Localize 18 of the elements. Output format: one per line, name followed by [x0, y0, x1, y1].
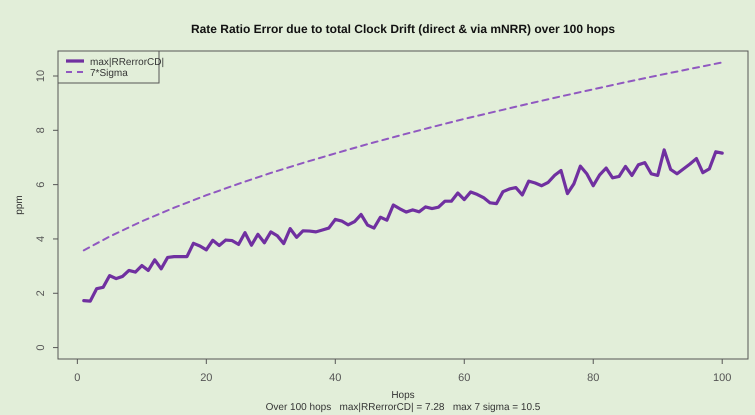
y-tick-label: 4 [35, 236, 47, 242]
legend-label: 7*Sigma [90, 68, 128, 79]
y-tick-label: 2 [35, 290, 47, 296]
x-tick-label: 100 [713, 372, 732, 384]
x-tick-label: 20 [200, 372, 212, 384]
x-tick-label: 80 [587, 372, 600, 384]
y-tick-label: 6 [35, 182, 47, 188]
text: Over 100 hops max|RRerrorCD| = 7.28 max 7 sigma = 10.5 [266, 402, 541, 413]
y-tick-label: 10 [35, 70, 47, 82]
x-tick-label: 60 [458, 372, 470, 384]
chart-title: Rate Ratio Error due to total Clock Drift (direct & via mNRR) over 100 hops [190, 22, 616, 36]
x-tick-label: 40 [329, 372, 342, 384]
x-tick-label: 0 [74, 372, 80, 384]
y-tick-label: 0 [35, 344, 47, 351]
y-axis-title: ppm [14, 195, 25, 215]
x-axis-title: Hops [391, 390, 415, 401]
y-tick-label: 8 [35, 127, 47, 134]
line-series [82, 148, 724, 303]
